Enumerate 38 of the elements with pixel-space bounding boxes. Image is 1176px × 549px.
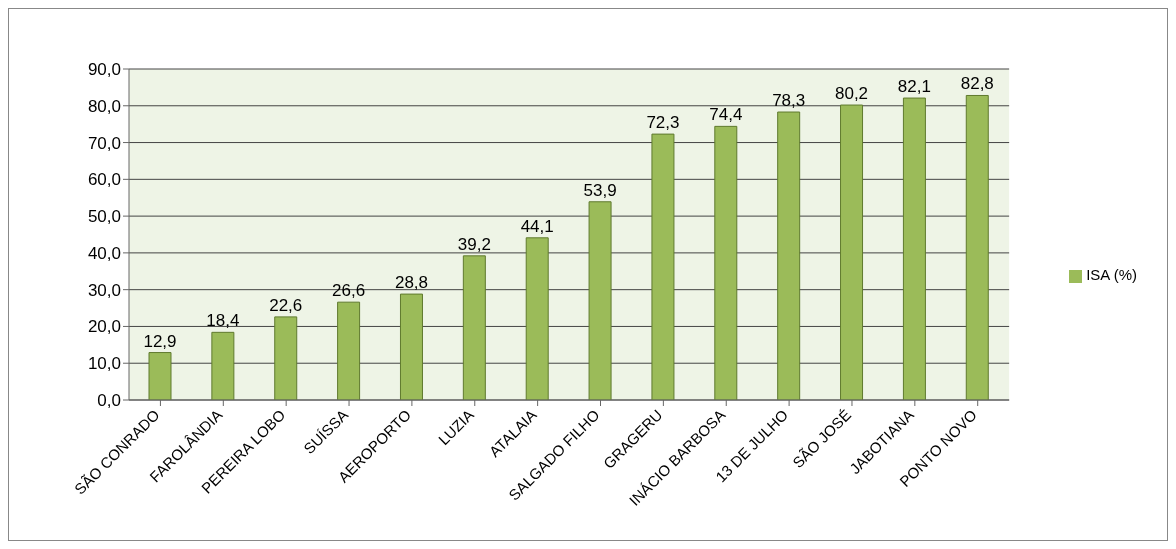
data-label: 82,1: [897, 77, 931, 97]
data-label: 44,1: [520, 216, 554, 236]
data-label: 28,8: [394, 273, 429, 293]
y-tick-label: 50,0: [87, 207, 121, 227]
y-tick-label: 80,0: [87, 96, 121, 116]
data-label: 74,4: [709, 105, 743, 125]
y-tick-label: 60,0: [87, 170, 121, 190]
data-label: 22,6: [269, 295, 303, 315]
y-tick-label: 0,0: [97, 391, 121, 411]
bar: [148, 352, 172, 400]
bar: [525, 237, 549, 400]
bar: [651, 133, 675, 400]
bar: [274, 316, 298, 400]
data-label: 80,2: [834, 84, 869, 104]
y-tick-label: 90,0: [87, 60, 121, 80]
bar: [840, 104, 864, 400]
data-label: 39,2: [457, 234, 491, 254]
bar: [337, 301, 361, 400]
data-label: 18,4: [206, 311, 240, 331]
data-label: 12,9: [143, 331, 177, 351]
y-tick-label: 20,0: [87, 317, 121, 337]
data-label: 82,8: [960, 74, 994, 94]
bar: [714, 125, 738, 400]
bar: [462, 255, 486, 400]
data-label: 53,9: [583, 180, 617, 200]
bar: [777, 111, 801, 400]
data-label: 78,3: [772, 91, 806, 111]
y-tick-label: 70,0: [87, 133, 121, 153]
y-tick-label: 10,0: [87, 354, 121, 374]
bar: [588, 201, 612, 400]
y-tick-label: 40,0: [87, 243, 121, 263]
bar: [965, 94, 989, 400]
bar: [399, 293, 423, 400]
bar: [211, 331, 235, 400]
data-label: 72,3: [646, 113, 680, 133]
y-tick-label: 30,0: [87, 280, 121, 300]
bar: [902, 97, 926, 400]
legend-label: ISA (%): [1086, 266, 1137, 283]
